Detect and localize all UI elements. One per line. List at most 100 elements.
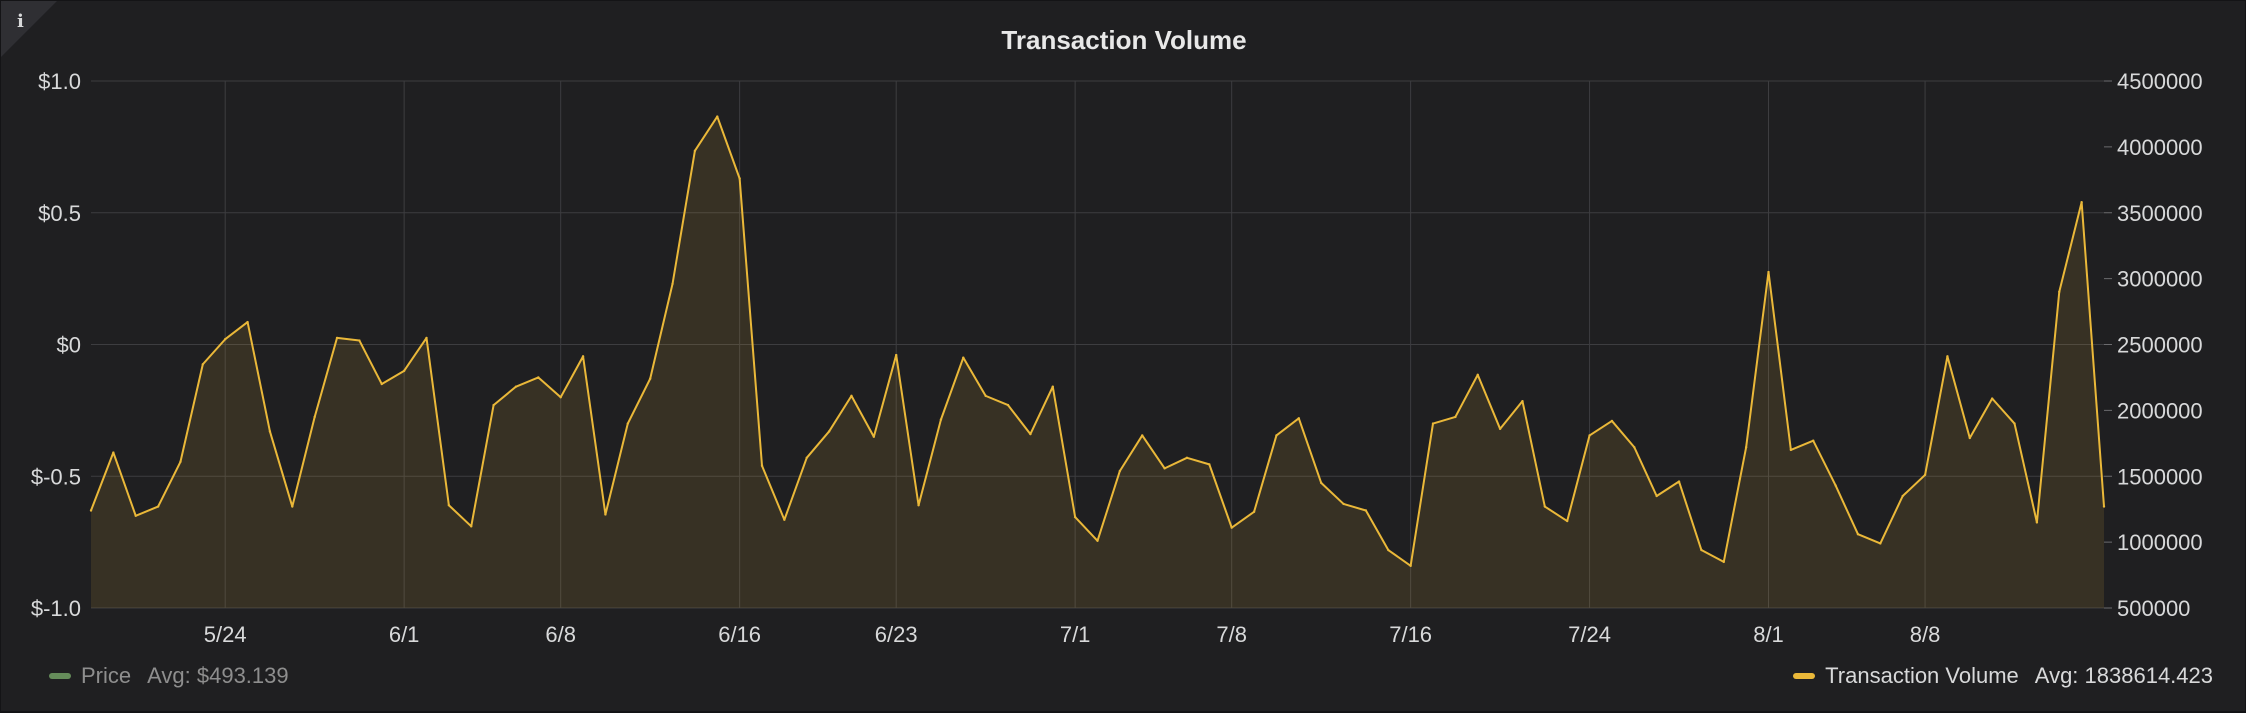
transaction-volume-point [1073,515,1077,519]
transaction-volume-point [358,339,361,342]
transaction-volume-point [895,353,898,357]
x-tick-label: 6/16 [718,622,761,647]
transaction-volume-point [112,451,115,454]
transaction-volume-point [380,382,383,386]
transaction-volume-point [313,415,316,419]
y-right-tick-label: 2500000 [2117,333,2203,358]
y-left-tick-label: $0 [57,333,81,358]
transaction-volume-point [1230,526,1233,529]
y-right-tick-label: 1500000 [2117,464,2203,489]
transaction-volume-point [1498,427,1502,431]
transaction-volume-point [1096,539,1099,543]
transaction-volume-point [1006,403,1010,407]
transaction-volume-point [1141,434,1144,437]
transaction-volume-point [2013,422,2016,425]
legend-label-transaction-volume: Transaction Volume [1825,663,2019,688]
transaction-volume-point [1968,436,1972,440]
transaction-volume-point [268,430,272,433]
x-tick-label: 8/1 [1753,622,1784,647]
x-tick-label: 7/24 [1568,622,1611,647]
y-left-tick-label: $1.0 [38,69,81,94]
transaction-volume-point [1722,560,1725,564]
transaction-volume-point [425,336,428,340]
transaction-volume-point [604,513,607,516]
transaction-volume-point [1319,481,1323,485]
y-right-tick-label: 4500000 [2117,69,2203,94]
transaction-volume-point [89,509,93,512]
transaction-volume-point [1431,422,1435,425]
legend-avg-price: Avg: $493.139 [147,663,289,688]
transaction-volume-point [1297,417,1301,420]
transaction-volume-point [1633,446,1636,449]
transaction-volume-point [1342,502,1345,506]
transaction-volume-point [1163,467,1166,470]
info-icon[interactable]: i [17,11,24,32]
transaction-volume-point [537,376,540,379]
transaction-volume-point [156,505,160,508]
transaction-volume-point [1879,542,1882,545]
x-tick-label: 6/23 [875,622,918,647]
transaction-volume-point [1923,473,1927,477]
transaction-volume-point [134,514,137,517]
legend-item-transaction-volume[interactable]: Transaction Volume Avg: 1838614.423 [1793,663,2213,689]
x-tick-label: 7/16 [1389,622,1432,647]
x-tick-label: 7/8 [1216,622,1247,647]
transaction-volume-point [1767,270,1770,274]
y-right-tick-label: 500000 [2117,596,2190,621]
transaction-volume-point [402,369,406,373]
transaction-volume-point [693,149,697,153]
transaction-volume-point [962,356,965,359]
transaction-volume-point [514,385,518,388]
legend-avg-transaction-volume: Avg: 1838614.423 [2034,663,2213,688]
y-left-tick-label: $-0.5 [31,464,81,489]
transaction-volume-point [581,355,585,358]
transaction-volume-point [447,504,451,507]
transaction-volume-point [671,282,674,286]
transaction-volume-point [1454,415,1457,419]
transaction-volume-point [1051,385,1054,388]
legend-swatch-price [49,673,71,679]
transaction-volume-point [2080,201,2083,204]
transaction-volume-area [91,116,2104,608]
y-right-tick-label: 3500000 [2117,201,2203,226]
legend-item-price[interactable]: Price Avg: $493.139 [49,663,289,689]
transaction-volume-point [1566,519,1569,523]
transaction-volume-point [1700,548,1703,552]
transaction-volume-point [1409,564,1412,568]
transaction-volume-point [738,177,741,180]
transaction-volume-point [827,430,831,433]
transaction-volume-point [470,525,473,528]
transaction-volume-point [1990,397,1994,400]
transaction-volume-point [1677,480,1681,483]
transaction-volume-point [1812,439,1815,442]
transaction-volume-point [1275,434,1278,437]
transaction-volume-point [2058,290,2061,293]
transaction-volume-point [716,115,719,118]
x-tick-label: 6/8 [545,622,576,647]
transaction-volume-point [939,418,943,421]
transaction-volume-point [760,464,764,467]
transaction-volume-point [291,505,294,508]
chart-title[interactable]: Transaction Volume [1001,25,1247,55]
transaction-volume-point [1252,510,1256,514]
transaction-volume-point [1744,446,1748,449]
transaction-volume-point [492,403,495,407]
transaction-volume-point [850,394,853,398]
transaction-volume-point [1946,355,1949,358]
transaction-volume-point [1029,432,1032,436]
transaction-volume-point [1655,494,1658,498]
transaction-volume-point [1118,469,1122,473]
transaction-volume-point [1387,548,1390,552]
transaction-volume-point [1588,434,1591,437]
transaction-volume-point [1364,509,1368,512]
transaction-volume-point [2035,521,2039,524]
y-left-tick-label: $-1.0 [31,596,81,621]
transaction-volume-point [1521,399,1524,403]
x-tick-label: 7/1 [1060,622,1091,647]
x-tick-label: 5/24 [204,622,247,647]
panel-info-corner[interactable] [1,1,57,57]
transaction-volume-point [805,456,808,460]
y-right-tick-label: 1000000 [2117,530,2203,555]
